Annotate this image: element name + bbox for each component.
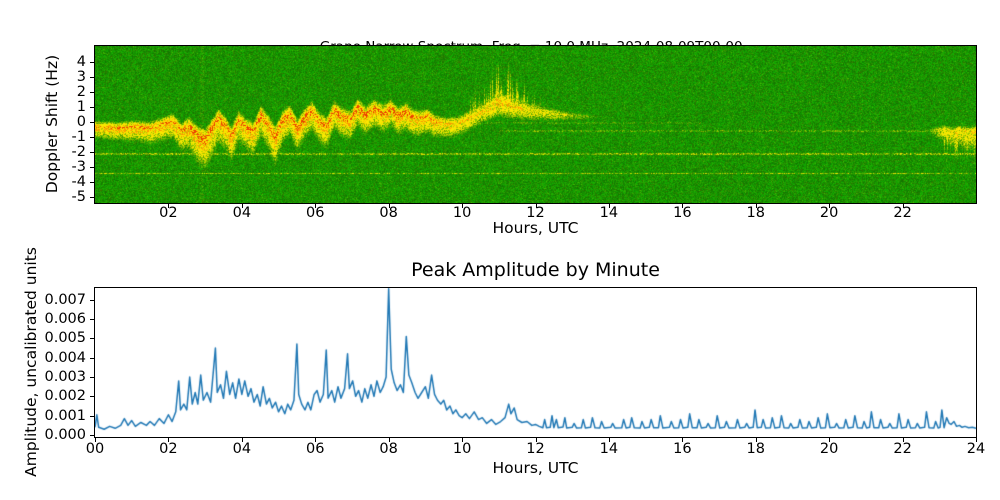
x-tick-label: 18 <box>746 205 765 221</box>
x-tick-mark <box>315 204 317 208</box>
x-tick-label: 02 <box>159 441 178 457</box>
x-tick-mark <box>829 438 831 442</box>
y-tick-mark <box>90 167 94 168</box>
y-tick-label: 0.006 <box>44 310 86 327</box>
y-tick-mark <box>90 318 94 320</box>
x-tick-label: 00 <box>85 441 105 457</box>
x-tick-mark <box>682 438 684 442</box>
y-tick-label: -5 <box>71 189 86 205</box>
y-tick-label: 4 <box>76 54 86 71</box>
x-tick-mark <box>462 204 464 208</box>
x-tick-mark <box>535 204 537 208</box>
x-tick-label: 12 <box>526 205 545 221</box>
y-tick-mark <box>90 197 94 198</box>
x-tick-mark <box>829 204 831 208</box>
amplitude-title: Peak Amplitude by Minute <box>411 259 660 281</box>
x-tick-mark <box>608 438 610 442</box>
spectrogram-xlabel: Hours, UTC <box>492 219 579 237</box>
y-tick-mark <box>90 435 94 437</box>
x-tick-label: 06 <box>306 441 325 457</box>
y-tick-mark <box>90 338 94 340</box>
x-tick-mark <box>168 204 170 208</box>
x-tick-label: 24 <box>966 441 986 457</box>
x-tick-mark <box>388 204 390 208</box>
y-tick-mark <box>90 62 94 64</box>
x-tick-mark <box>462 438 464 442</box>
x-tick-label: 04 <box>232 441 252 457</box>
y-tick-label: 0 <box>76 114 86 131</box>
amplitude-xlabel: Hours, UTC <box>492 459 579 477</box>
y-tick-label: 3 <box>76 69 86 86</box>
x-tick-label: 16 <box>673 441 692 457</box>
spectrogram-canvas <box>95 46 976 203</box>
x-tick-label: 16 <box>673 205 692 221</box>
x-tick-label: 18 <box>746 441 765 457</box>
y-tick-label: -3 <box>71 159 86 175</box>
y-tick-label: 0.004 <box>44 349 86 366</box>
x-tick-label: 10 <box>452 205 472 221</box>
x-tick-mark <box>388 438 390 442</box>
x-tick-mark <box>976 438 977 442</box>
x-tick-mark <box>315 438 317 442</box>
x-tick-mark <box>608 204 610 208</box>
y-tick-label: 0.003 <box>44 369 86 385</box>
x-tick-label: 06 <box>306 205 325 221</box>
y-tick-mark <box>90 357 94 359</box>
y-tick-label: 0.005 <box>44 330 86 347</box>
x-tick-label: 20 <box>819 205 839 221</box>
x-tick-mark <box>682 204 684 208</box>
spectrogram-plot-area <box>94 45 977 204</box>
x-tick-mark <box>241 438 243 442</box>
y-tick-mark <box>90 299 94 301</box>
amplitude-line-canvas <box>95 288 976 437</box>
y-tick-label: 0.007 <box>44 291 86 308</box>
y-tick-mark <box>90 77 94 79</box>
x-tick-mark <box>902 438 904 442</box>
x-tick-label: 08 <box>379 205 398 221</box>
x-tick-label: 14 <box>599 441 619 457</box>
y-tick-mark <box>90 377 94 378</box>
x-tick-label: 08 <box>379 441 398 457</box>
amplitude-plot-area <box>94 287 977 438</box>
x-tick-label: 12 <box>526 441 545 457</box>
y-tick-label: -1 <box>71 129 86 146</box>
y-tick-label: 1 <box>76 99 86 116</box>
y-tick-mark <box>90 92 94 94</box>
y-tick-label: -2 <box>71 144 86 161</box>
y-tick-mark <box>90 107 94 109</box>
y-tick-mark <box>90 396 94 398</box>
x-tick-mark <box>755 204 757 208</box>
x-tick-label: 02 <box>159 205 178 221</box>
x-tick-label: 10 <box>452 441 472 457</box>
x-tick-label: 14 <box>599 205 619 221</box>
y-tick-label: 0.001 <box>44 407 86 424</box>
x-tick-label: 22 <box>893 205 912 221</box>
y-tick-mark <box>90 122 94 124</box>
y-tick-mark <box>90 415 94 417</box>
y-tick-mark <box>90 182 94 183</box>
y-tick-label: 0.000 <box>44 427 86 444</box>
y-tick-label: 0.002 <box>44 388 86 405</box>
y-tick-label: 2 <box>76 84 86 101</box>
x-tick-mark <box>168 438 170 442</box>
x-tick-mark <box>902 204 904 208</box>
x-tick-label: 04 <box>232 205 252 221</box>
x-tick-mark <box>95 438 96 442</box>
x-tick-label: 22 <box>893 441 912 457</box>
y-tick-mark <box>90 137 94 139</box>
x-tick-mark <box>755 438 757 442</box>
x-tick-label: 20 <box>819 441 839 457</box>
y-tick-label: -4 <box>71 174 86 190</box>
x-tick-mark <box>241 204 243 208</box>
y-tick-mark <box>90 152 94 154</box>
x-tick-mark <box>535 438 537 442</box>
